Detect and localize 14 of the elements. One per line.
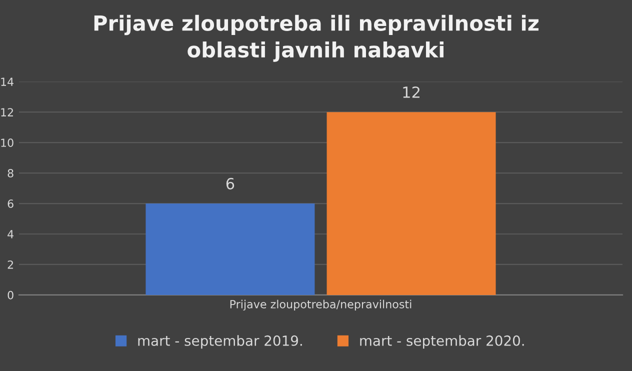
data-label: 12 xyxy=(403,86,420,98)
legend-label: mart - septembar 2020. xyxy=(360,335,524,349)
y-tick-label: 8 xyxy=(8,169,14,178)
x-tick-label: Prijave zloupotreba/nepravilnosti xyxy=(230,300,412,311)
y-tick-label: 6 xyxy=(8,199,14,208)
y-tick-label: 2 xyxy=(8,260,13,269)
y-tick-label: 0 xyxy=(8,290,14,300)
y-tick-label: 12 xyxy=(1,108,13,116)
y-tick-label: 14 xyxy=(1,78,14,86)
y-tick-label: 10 xyxy=(1,138,14,147)
chart-title: Prijave zloupotreba ili nepravilnosti iz oblasti javnih nabavki xyxy=(94,14,538,62)
legend-label: mart - septembar 2019. xyxy=(138,335,302,349)
y-tick-label: 4 xyxy=(8,230,14,238)
data-label: 6 xyxy=(226,178,234,190)
